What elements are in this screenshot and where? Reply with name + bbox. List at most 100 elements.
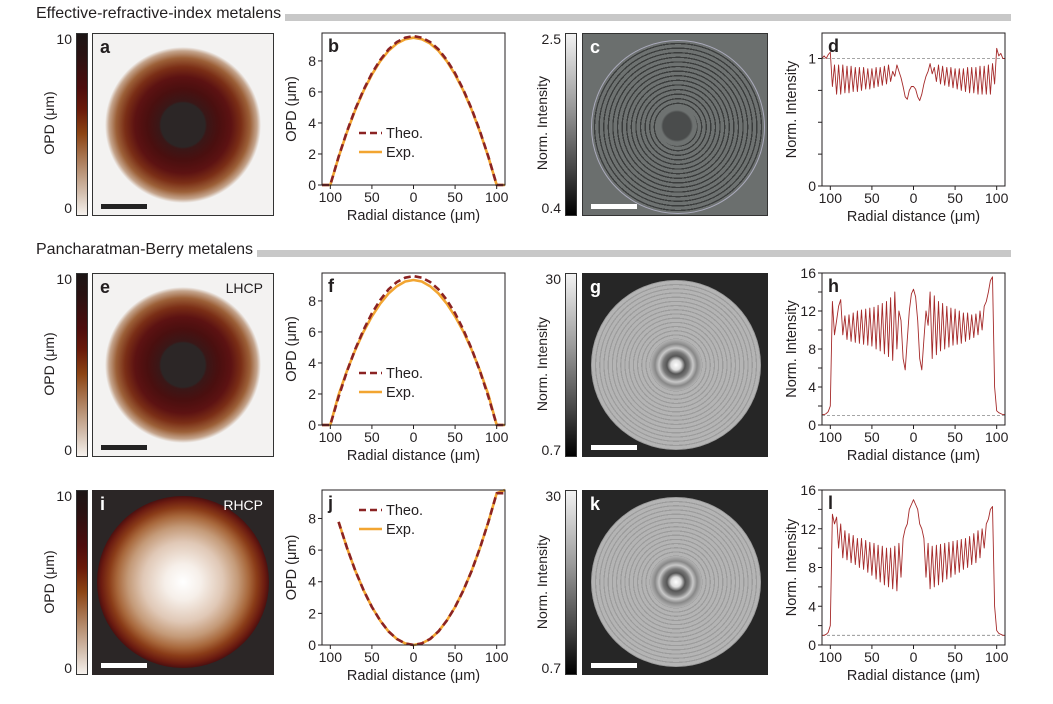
panel-letter: e — [100, 277, 111, 297]
series-line-exp — [322, 36, 505, 187]
y-tick-label: 4 — [808, 379, 816, 395]
x-tick-label: 0 — [910, 429, 918, 445]
y-tick-label: 0 — [308, 637, 316, 653]
y-tick-label: 6 — [308, 84, 316, 100]
plot-frame — [821, 272, 1006, 426]
x-tick-label: 100 — [819, 649, 843, 665]
panel-letter: c — [590, 37, 601, 57]
lens-center — [650, 339, 702, 391]
colorbar-label: Norm. Intensity — [534, 75, 550, 171]
x-tick-label: 100 — [985, 429, 1009, 445]
scale-bar — [101, 204, 147, 209]
series-line-exp — [322, 278, 505, 427]
x-tick-label: 100 — [485, 189, 509, 205]
x-tick-label: 0 — [410, 429, 418, 445]
scale-bar — [591, 204, 637, 209]
x-tick-label: 100 — [485, 429, 509, 445]
x-tick-label: 50 — [864, 190, 880, 206]
y-axis-label: Norm. Intensity — [784, 518, 800, 616]
y-tick-label: 0 — [808, 637, 816, 653]
y-tick-label: 8 — [308, 293, 316, 309]
y-tick-label: 0 — [308, 177, 316, 193]
panel-k-intensity-image: k — [582, 490, 768, 675]
plot-frame — [321, 272, 506, 426]
plot-frame — [321, 32, 506, 186]
x-tick-label: 50 — [447, 189, 463, 205]
panel-letter: h — [828, 276, 839, 296]
y-axis-label: Norm. Intensity — [784, 300, 800, 398]
y-tick-label: 8 — [308, 53, 316, 69]
x-axis-label: Radial distance (μm) — [847, 448, 980, 464]
colorbar-min: 0 — [64, 660, 72, 676]
plot-frame — [821, 489, 1006, 646]
colorbar-min: 0.7 — [541, 660, 561, 676]
x-tick-label: 50 — [947, 190, 963, 206]
y-tick-label: 12 — [800, 303, 816, 319]
y-tick-label: 4 — [308, 355, 316, 371]
panel-letter: f — [328, 276, 335, 296]
colorbar-label: Norm. Intensity — [534, 534, 550, 630]
x-tick-label: 50 — [447, 429, 463, 445]
lens-center — [657, 106, 697, 146]
colorbar-max: 2.5 — [541, 31, 561, 47]
colorbar-label: OPD (μm) — [41, 91, 57, 155]
y-tick-label: 8 — [308, 510, 316, 526]
y-tick-label: 8 — [808, 560, 816, 576]
colorbar-label: OPD (μm) — [41, 332, 57, 396]
x-tick-label: 50 — [947, 429, 963, 445]
x-axis-label: Radial distance (μm) — [847, 209, 980, 225]
lens-center — [650, 556, 702, 608]
plot-frame — [821, 32, 1006, 187]
x-tick-label: 50 — [364, 649, 380, 665]
x-tick-label: 100 — [985, 649, 1009, 665]
legend-label: Exp. — [386, 385, 415, 401]
x-axis-label: Radial distance (μm) — [347, 208, 480, 224]
colorbar-max: 10 — [56, 488, 72, 504]
colorbar-max: 10 — [56, 31, 72, 47]
x-tick-label: 100 — [319, 189, 343, 205]
y-tick-label: 8 — [808, 341, 816, 357]
y-tick-label: 0 — [308, 417, 316, 433]
metalens-opd-disk — [105, 47, 261, 203]
panel-letter: a — [100, 37, 111, 57]
intensity-colorbar — [565, 273, 577, 457]
colorbar-min: 0 — [64, 442, 72, 458]
colorbar-min: 0.7 — [541, 442, 561, 458]
x-tick-label: 50 — [364, 189, 380, 205]
y-tick-label: 2 — [308, 146, 316, 162]
y-tick-label: 6 — [308, 542, 316, 558]
y-tick-label: 1 — [808, 51, 816, 67]
x-tick-label: 0 — [410, 649, 418, 665]
colorbar-max: 10 — [56, 271, 72, 287]
panel-g-intensity-image: g — [582, 273, 768, 457]
series-line-theo — [322, 274, 505, 427]
colorbar-min: 0 — [64, 200, 72, 216]
section-divider — [36, 14, 1011, 21]
x-tick-label: 0 — [410, 189, 418, 205]
opd-colorbar — [76, 273, 88, 457]
y-tick-label: 12 — [800, 521, 816, 537]
panel-letter: g — [590, 277, 601, 297]
panel-a-opd-map: a — [92, 33, 274, 216]
x-tick-label: 100 — [319, 649, 343, 665]
x-tick-label: 100 — [819, 429, 843, 445]
x-tick-label: 100 — [819, 190, 843, 206]
x-tick-label: 50 — [947, 649, 963, 665]
y-tick-label: 16 — [800, 265, 816, 281]
x-tick-label: 50 — [447, 649, 463, 665]
y-axis-label: OPD (μm) — [284, 535, 300, 601]
panel-i-opd-map: i RHCP — [92, 490, 274, 675]
series-line-profile — [821, 47, 1005, 102]
series-line-profile — [822, 499, 1005, 636]
legend-label: Exp. — [386, 145, 415, 161]
polarization-label: LHCP — [225, 280, 263, 296]
y-axis-label: OPD (μm) — [284, 316, 300, 382]
x-tick-label: 50 — [864, 429, 880, 445]
colorbar-max: 30 — [545, 271, 561, 287]
colorbar-label: Norm. Intensity — [534, 316, 550, 412]
polarization-label: RHCP — [223, 497, 263, 513]
